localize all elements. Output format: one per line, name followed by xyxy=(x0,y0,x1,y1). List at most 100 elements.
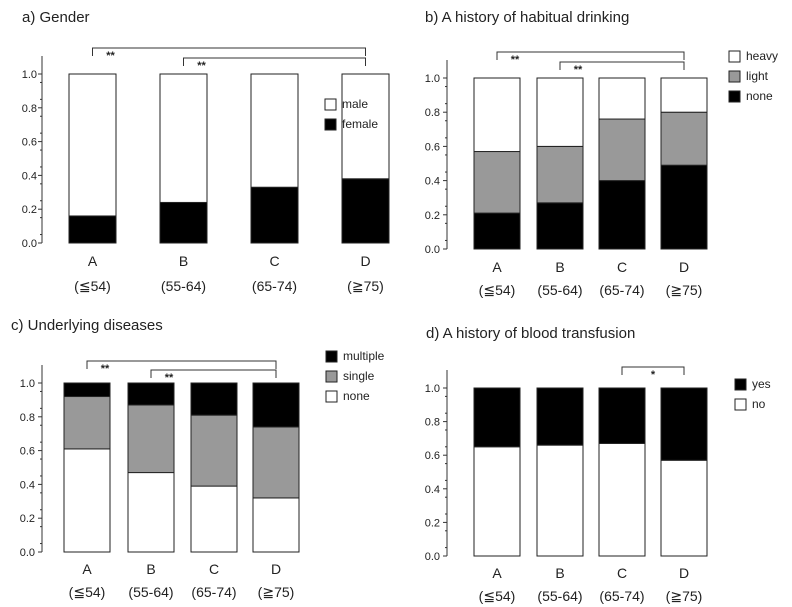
y-tick-label: 0.6 xyxy=(20,446,35,458)
x-tick-sublabel: (≦54) xyxy=(74,278,111,294)
bar-segment-heavy-a xyxy=(473,77,521,153)
legend-label-light: light xyxy=(746,69,769,83)
legend-label-yes: yes xyxy=(752,377,771,391)
y-tick-label: 0.0 xyxy=(425,244,440,256)
bar-segment-female-a xyxy=(68,215,117,244)
legend-label-heavy: heavy xyxy=(746,49,778,63)
panel-underlying-diseases: c) Underlying diseases 0.0 0.2 0.4 0.6 0.8 1.0… xyxy=(11,317,385,600)
significance-label: ** xyxy=(101,363,110,375)
bar-segment-light-d xyxy=(660,111,708,166)
y-tick-label: 0.4 xyxy=(22,170,37,182)
bar-segment-heavy-c xyxy=(598,77,646,120)
panel-blood-transfusion: d) A history of blood transfusion 0.0 0.2 0… xyxy=(425,325,771,604)
y-tick-label: 0.6 xyxy=(425,141,440,153)
x-tick-sublabel: (55-64) xyxy=(161,278,206,294)
panel-title: c) Underlying diseases xyxy=(11,317,163,334)
y-tick-label: 0.6 xyxy=(22,137,37,149)
y-tick-label: 0.8 xyxy=(22,103,37,115)
bar-segment-no-d xyxy=(660,459,708,557)
x-tick-label: D xyxy=(360,253,370,269)
bar-segment-none-b xyxy=(536,202,584,250)
significance-bracket xyxy=(150,369,277,378)
x-tick-sublabel: (55-64) xyxy=(128,584,173,600)
x-tick-sublabel: (≧75) xyxy=(666,588,703,604)
legend-label-single: single xyxy=(343,369,375,383)
y-tick-label: 0.2 xyxy=(425,210,440,222)
legend-label-no: no xyxy=(752,397,766,411)
bar-segment-female-d xyxy=(341,178,390,244)
bar-segment-no-c xyxy=(598,442,646,557)
significance-bracket xyxy=(621,366,685,375)
x-tick-label: C xyxy=(617,259,627,275)
bar-segment-light-b xyxy=(536,145,584,204)
x-tick-label: B xyxy=(555,565,564,581)
x-tick-sublabel: (≦54) xyxy=(479,588,516,604)
bar-segment-none-c xyxy=(598,180,646,250)
bar-segment-no-a xyxy=(473,446,521,557)
significance-bracket xyxy=(86,360,277,369)
legend-swatch-female xyxy=(324,118,337,131)
bar-segment-none-d xyxy=(660,164,708,250)
y-tick-label: 1.0 xyxy=(425,73,440,85)
y-tick-label: 0.0 xyxy=(22,238,37,250)
bar-segment-none-c xyxy=(190,485,238,553)
legend-label-male: male xyxy=(342,97,368,111)
x-tick-sublabel: (65-74) xyxy=(191,584,236,600)
bar-segment-multiple-a xyxy=(63,382,111,398)
legend-swatch-multiple xyxy=(325,350,338,363)
bar-segment-yes-d xyxy=(660,387,708,461)
bar-segment-light-c xyxy=(598,118,646,182)
legend-label-none: none xyxy=(343,389,370,403)
x-tick-sublabel: (≦54) xyxy=(479,282,516,298)
x-tick-label: D xyxy=(679,259,689,275)
legend-swatch-heavy xyxy=(728,50,741,63)
y-tick-label: 1.0 xyxy=(22,69,37,81)
bar-segment-male-b xyxy=(159,73,208,203)
y-tick-label: 0.2 xyxy=(425,517,440,529)
bar-segment-multiple-b xyxy=(127,382,175,406)
y-tick-label: 0.4 xyxy=(425,484,440,496)
legend-label-multiple: multiple xyxy=(343,349,385,363)
bar-segment-male-a xyxy=(68,73,117,217)
y-tick-label: 0.8 xyxy=(20,412,35,424)
x-tick-label: C xyxy=(269,253,279,269)
significance-bracket xyxy=(559,61,685,70)
x-tick-sublabel: (≧75) xyxy=(666,282,703,298)
significance-bracket xyxy=(183,57,366,66)
bar-segment-single-c xyxy=(190,414,238,487)
bar-segment-none-b xyxy=(127,472,175,553)
panel-title: b) A history of habitual drinking xyxy=(425,9,629,26)
significance-label: ** xyxy=(574,64,583,76)
bar-segment-multiple-c xyxy=(190,382,238,416)
bar-segment-yes-a xyxy=(473,387,521,448)
x-tick-sublabel: (≦54) xyxy=(69,584,106,600)
bar-segment-single-a xyxy=(63,396,111,450)
bar-segment-light-a xyxy=(473,151,521,214)
bar-segment-none-d xyxy=(252,497,300,553)
bar-segment-heavy-b xyxy=(536,77,584,147)
y-tick-label: 0.2 xyxy=(20,513,35,525)
legend-swatch-no xyxy=(734,398,747,411)
x-tick-sublabel: (65-74) xyxy=(599,588,644,604)
bar-segment-no-b xyxy=(536,444,584,557)
bar-segment-single-d xyxy=(252,426,300,499)
bar-segment-heavy-d xyxy=(660,77,708,113)
legend-swatch-none xyxy=(325,390,338,403)
y-tick-label: 0.8 xyxy=(425,417,440,429)
legend-swatch-male xyxy=(324,98,337,111)
x-tick-label: D xyxy=(271,561,281,577)
x-tick-label: B xyxy=(555,259,564,275)
significance-label: ** xyxy=(511,54,520,66)
bar-segment-male-c xyxy=(250,73,299,188)
y-tick-label: 0.8 xyxy=(425,107,440,119)
legend-swatch-yes xyxy=(734,378,747,391)
legend-label-female: female xyxy=(342,117,378,131)
y-tick-label: 0.0 xyxy=(20,547,35,559)
x-tick-sublabel: (55-64) xyxy=(537,282,582,298)
legend-swatch-none xyxy=(728,90,741,103)
significance-bracket xyxy=(92,47,366,56)
y-tick-label: 0.4 xyxy=(20,479,35,491)
y-tick-label: 0.0 xyxy=(425,551,440,563)
significance-label: ** xyxy=(106,50,115,62)
panel-title: d) A history of blood transfusion xyxy=(426,325,635,342)
